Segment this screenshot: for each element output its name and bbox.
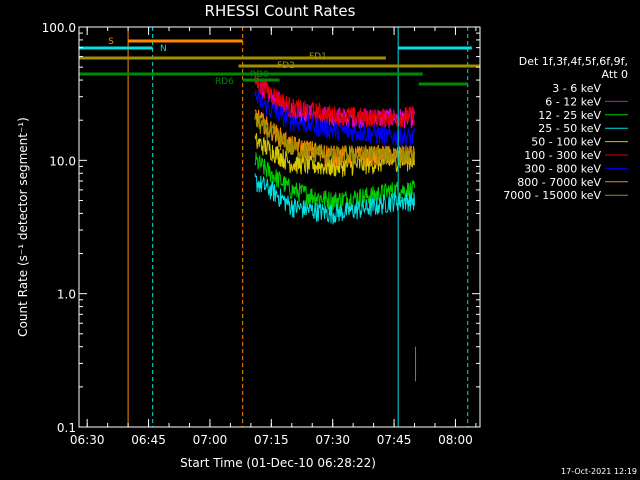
x-tick-label: 08:00 xyxy=(438,433,473,447)
flag-label-rd0: RD0 xyxy=(250,70,269,80)
legend-label-3-6-kev: 3 - 6 keV xyxy=(552,82,601,95)
flag-layer: S N FD1 FD2 RD6 RD0 xyxy=(79,37,480,87)
legend-label-100-300-kev: 100 - 300 keV xyxy=(524,149,601,162)
y-tick-label: 0.1 xyxy=(57,421,76,435)
x-axis-label: Start Time (01-Dec-10 06:28:22) xyxy=(180,456,376,470)
axis-layer: 06:30 06:45 07:00 07:15 07:30 07:45 08:00 0.1 1.… xyxy=(42,21,480,447)
flag-label-fd2: FD2 xyxy=(277,61,295,71)
flag-label-fd1: FD1 xyxy=(309,52,327,62)
y-axis-label: Count Rate (s⁻¹ detector segment⁻¹) xyxy=(16,117,30,337)
footer-timestamp: 17-Oct-2021 12:19 xyxy=(561,467,637,476)
legend-label-6-12-kev: 6 - 12 keV xyxy=(545,95,601,108)
flag-label-s: S xyxy=(108,37,114,47)
legend-label-800-7000-kev: 800 - 7000 keV xyxy=(517,176,601,189)
chart-title: RHESSI Count Rates xyxy=(205,2,356,20)
marker-layer xyxy=(127,27,469,427)
series-line-12-25-kev xyxy=(254,152,415,212)
legend-header-line: Det 1f,3f,4f,5f,6f,9f, xyxy=(519,55,628,68)
y-tick-label: 1.0 xyxy=(57,288,76,302)
y-tick-label: 10.0 xyxy=(49,154,76,168)
series-line-25-50-kev xyxy=(254,173,415,225)
series-line-100-300-kev xyxy=(254,71,415,129)
legend-label-50-100-kev: 50 - 100 keV xyxy=(531,136,601,149)
y-tick-label: 100.0 xyxy=(42,21,76,35)
x-tick-label: 07:15 xyxy=(254,433,289,447)
x-tick-label: 07:30 xyxy=(315,433,350,447)
x-tick-label: 06:45 xyxy=(131,433,166,447)
legend-header-line: Att 0 xyxy=(602,68,628,81)
legend-label-7000-15000-kev: 7000 - 15000 keV xyxy=(503,189,601,202)
legend-label-300-800-kev: 300 - 800 keV xyxy=(524,162,601,175)
legend-label-12-25-kev: 12 - 25 keV xyxy=(538,109,601,122)
x-tick-label: 07:00 xyxy=(193,433,228,447)
flag-label-rd6: RD6 xyxy=(215,77,234,87)
x-tick-label: 06:30 xyxy=(70,433,105,447)
series-layer xyxy=(254,66,417,382)
flag-label-n: N xyxy=(160,44,167,54)
series-line-300-800-kev xyxy=(254,89,415,150)
series-line-7000-15000-kev xyxy=(254,111,415,166)
legend-label-25-50-kev: 25 - 50 keV xyxy=(538,122,601,135)
plot-frame xyxy=(78,26,481,428)
x-tick-label: 07:45 xyxy=(377,433,412,447)
